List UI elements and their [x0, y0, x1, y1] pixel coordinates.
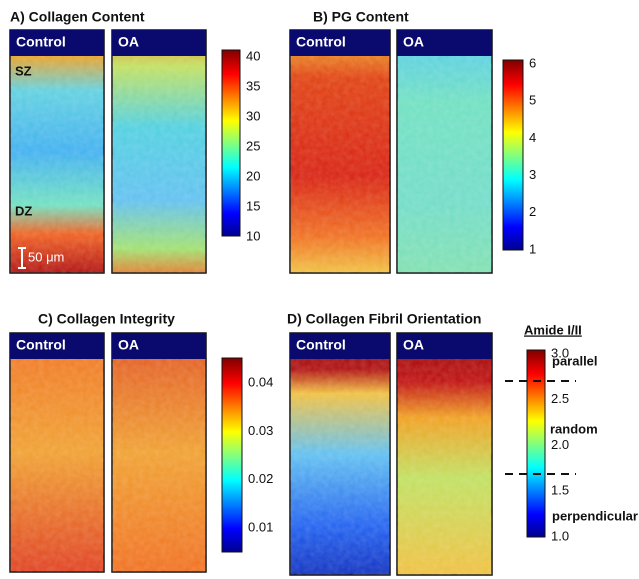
- colorbar-tick-label: 35: [246, 78, 260, 93]
- image-label: OA: [118, 337, 139, 353]
- image-header: [290, 30, 390, 56]
- heatmap-texture: [397, 333, 492, 575]
- colorbar-tick-label: 3.0: [551, 345, 569, 360]
- heatmap-texture: [290, 333, 390, 575]
- image-header: [397, 333, 492, 359]
- orientation-label: random: [550, 421, 598, 436]
- colorbar-tick-label: 30: [246, 108, 260, 123]
- colorbar-tick-label: 1: [529, 241, 536, 256]
- colorbar-tick-label: 25: [246, 138, 260, 153]
- colorbar-tick-label: 2.5: [551, 391, 569, 406]
- region-label: SZ: [15, 63, 32, 78]
- colorbar-tick-label: 5: [529, 93, 536, 108]
- colorbar-tick-label: 3: [529, 167, 536, 182]
- image-header: [397, 30, 492, 56]
- colorbar-tick-label: 0.03: [248, 423, 273, 438]
- colorbar-tick-label: 15: [246, 198, 260, 213]
- image-label: Control: [296, 34, 346, 50]
- colorbar-tick-label: 1.0: [551, 528, 569, 543]
- colorbar-tick-label: 10: [246, 228, 260, 243]
- image-label: Control: [16, 34, 66, 50]
- region-label: DZ: [15, 203, 32, 218]
- heatmap-texture: [10, 30, 104, 273]
- orientation-label: parallel: [552, 353, 598, 368]
- image-label: OA: [118, 34, 139, 50]
- image-header: [112, 30, 206, 56]
- image-label: OA: [403, 34, 424, 50]
- colorbar: [221, 49, 241, 237]
- panel-title: D) Collagen Fibril Orientation: [287, 311, 481, 327]
- heatmap-texture: [112, 333, 206, 572]
- heatmap-texture: [112, 30, 206, 273]
- image-header: [10, 30, 104, 56]
- colorbar: [502, 59, 524, 251]
- colorbar-tick-label: 4: [529, 130, 536, 145]
- orientation-label: perpendicular: [552, 508, 638, 523]
- colorbar-tick-label: 40: [246, 48, 260, 63]
- colorbar-tick-label: 2.0: [551, 437, 569, 452]
- colorbar-tick-label: 0.01: [248, 519, 273, 534]
- panel-title: A) Collagen Content: [10, 9, 145, 25]
- colorbar: [526, 349, 546, 538]
- colorbar-tick-label: 0.04: [248, 374, 273, 389]
- heatmap-texture: [397, 30, 492, 273]
- heatmap-texture: [10, 333, 104, 572]
- colorbar-title: Amide I/II: [524, 322, 582, 337]
- colorbar-tick-label: 0.02: [248, 471, 273, 486]
- image-header: [10, 333, 104, 359]
- image-header: [290, 333, 390, 359]
- colorbar-tick-label: 6: [529, 55, 536, 70]
- scale-bar: [18, 247, 26, 269]
- panel-title: C) Collagen Integrity: [38, 311, 175, 327]
- image-label: Control: [296, 337, 346, 353]
- heatmap-texture: [290, 30, 390, 273]
- panel-title: B) PG Content: [313, 9, 409, 25]
- image-header: [112, 333, 206, 359]
- colorbar-tick-label: 20: [246, 168, 260, 183]
- colorbar: [221, 357, 243, 553]
- colorbar-tick-label: 1.5: [551, 483, 569, 498]
- scale-bar-label: 50 μm: [28, 249, 64, 264]
- colorbar-tick-label: 2: [529, 204, 536, 219]
- image-label: OA: [403, 337, 424, 353]
- image-label: Control: [16, 337, 66, 353]
